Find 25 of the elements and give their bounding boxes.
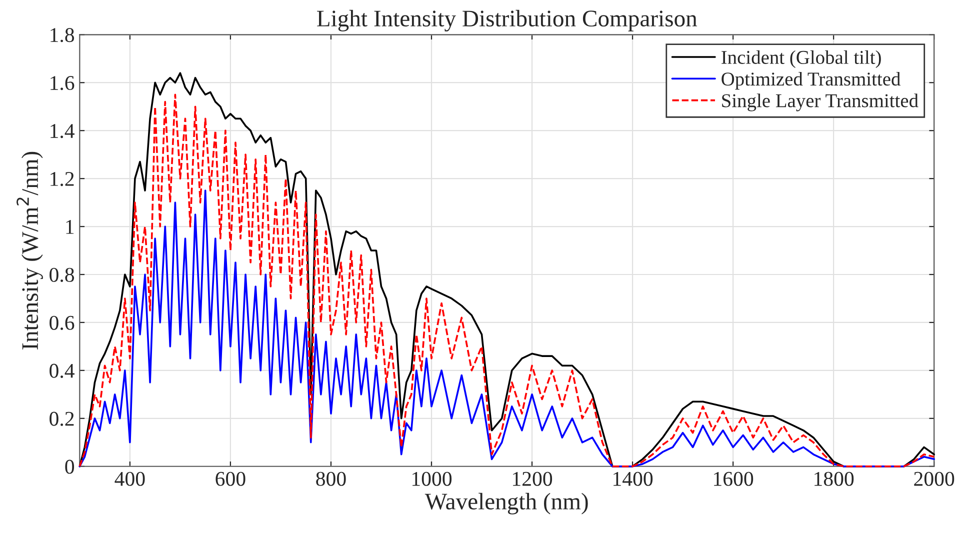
x-tick-label: 400 <box>114 472 145 486</box>
x-axis-title: Wavelength (nm) <box>424 492 588 514</box>
x-tick-label: 1400 <box>614 472 653 486</box>
x-tick-label: 1800 <box>814 472 854 486</box>
legend-label: Incident (Global tilt) <box>722 50 881 68</box>
y-tick-label: 0 <box>65 460 74 474</box>
y-tick-label: 0.4 <box>50 364 74 378</box>
x-tick-label: 2000 <box>914 472 954 486</box>
y-tick-label: 1.2 <box>50 172 74 186</box>
y-tick-label: 1 <box>66 220 74 234</box>
chart-title: Light Intensity Distribution Comparison <box>317 10 698 32</box>
y-tick-label: 0.2 <box>50 412 74 426</box>
y-tick-label: 1.6 <box>50 76 74 90</box>
legend-label: Optimized Transmitted <box>722 72 900 90</box>
y-axis-title: Intensity (W/m$^{2}$/nm) <box>16 152 43 350</box>
x-tick-label: 800 <box>316 472 346 486</box>
x-tick-label: 1200 <box>513 472 552 486</box>
y-tick-label: 0.6 <box>50 316 74 330</box>
x-tick-label: 1000 <box>412 472 452 486</box>
y-tick-label: 1.4 <box>50 124 74 138</box>
y-tick-label: 0.8 <box>50 268 74 282</box>
y-tick-label: 1.8 <box>50 28 74 42</box>
legend-label: Single Layer Transmitted <box>722 94 918 112</box>
x-tick-label: 1600 <box>714 472 754 486</box>
x-tick-label: 600 <box>216 472 246 486</box>
